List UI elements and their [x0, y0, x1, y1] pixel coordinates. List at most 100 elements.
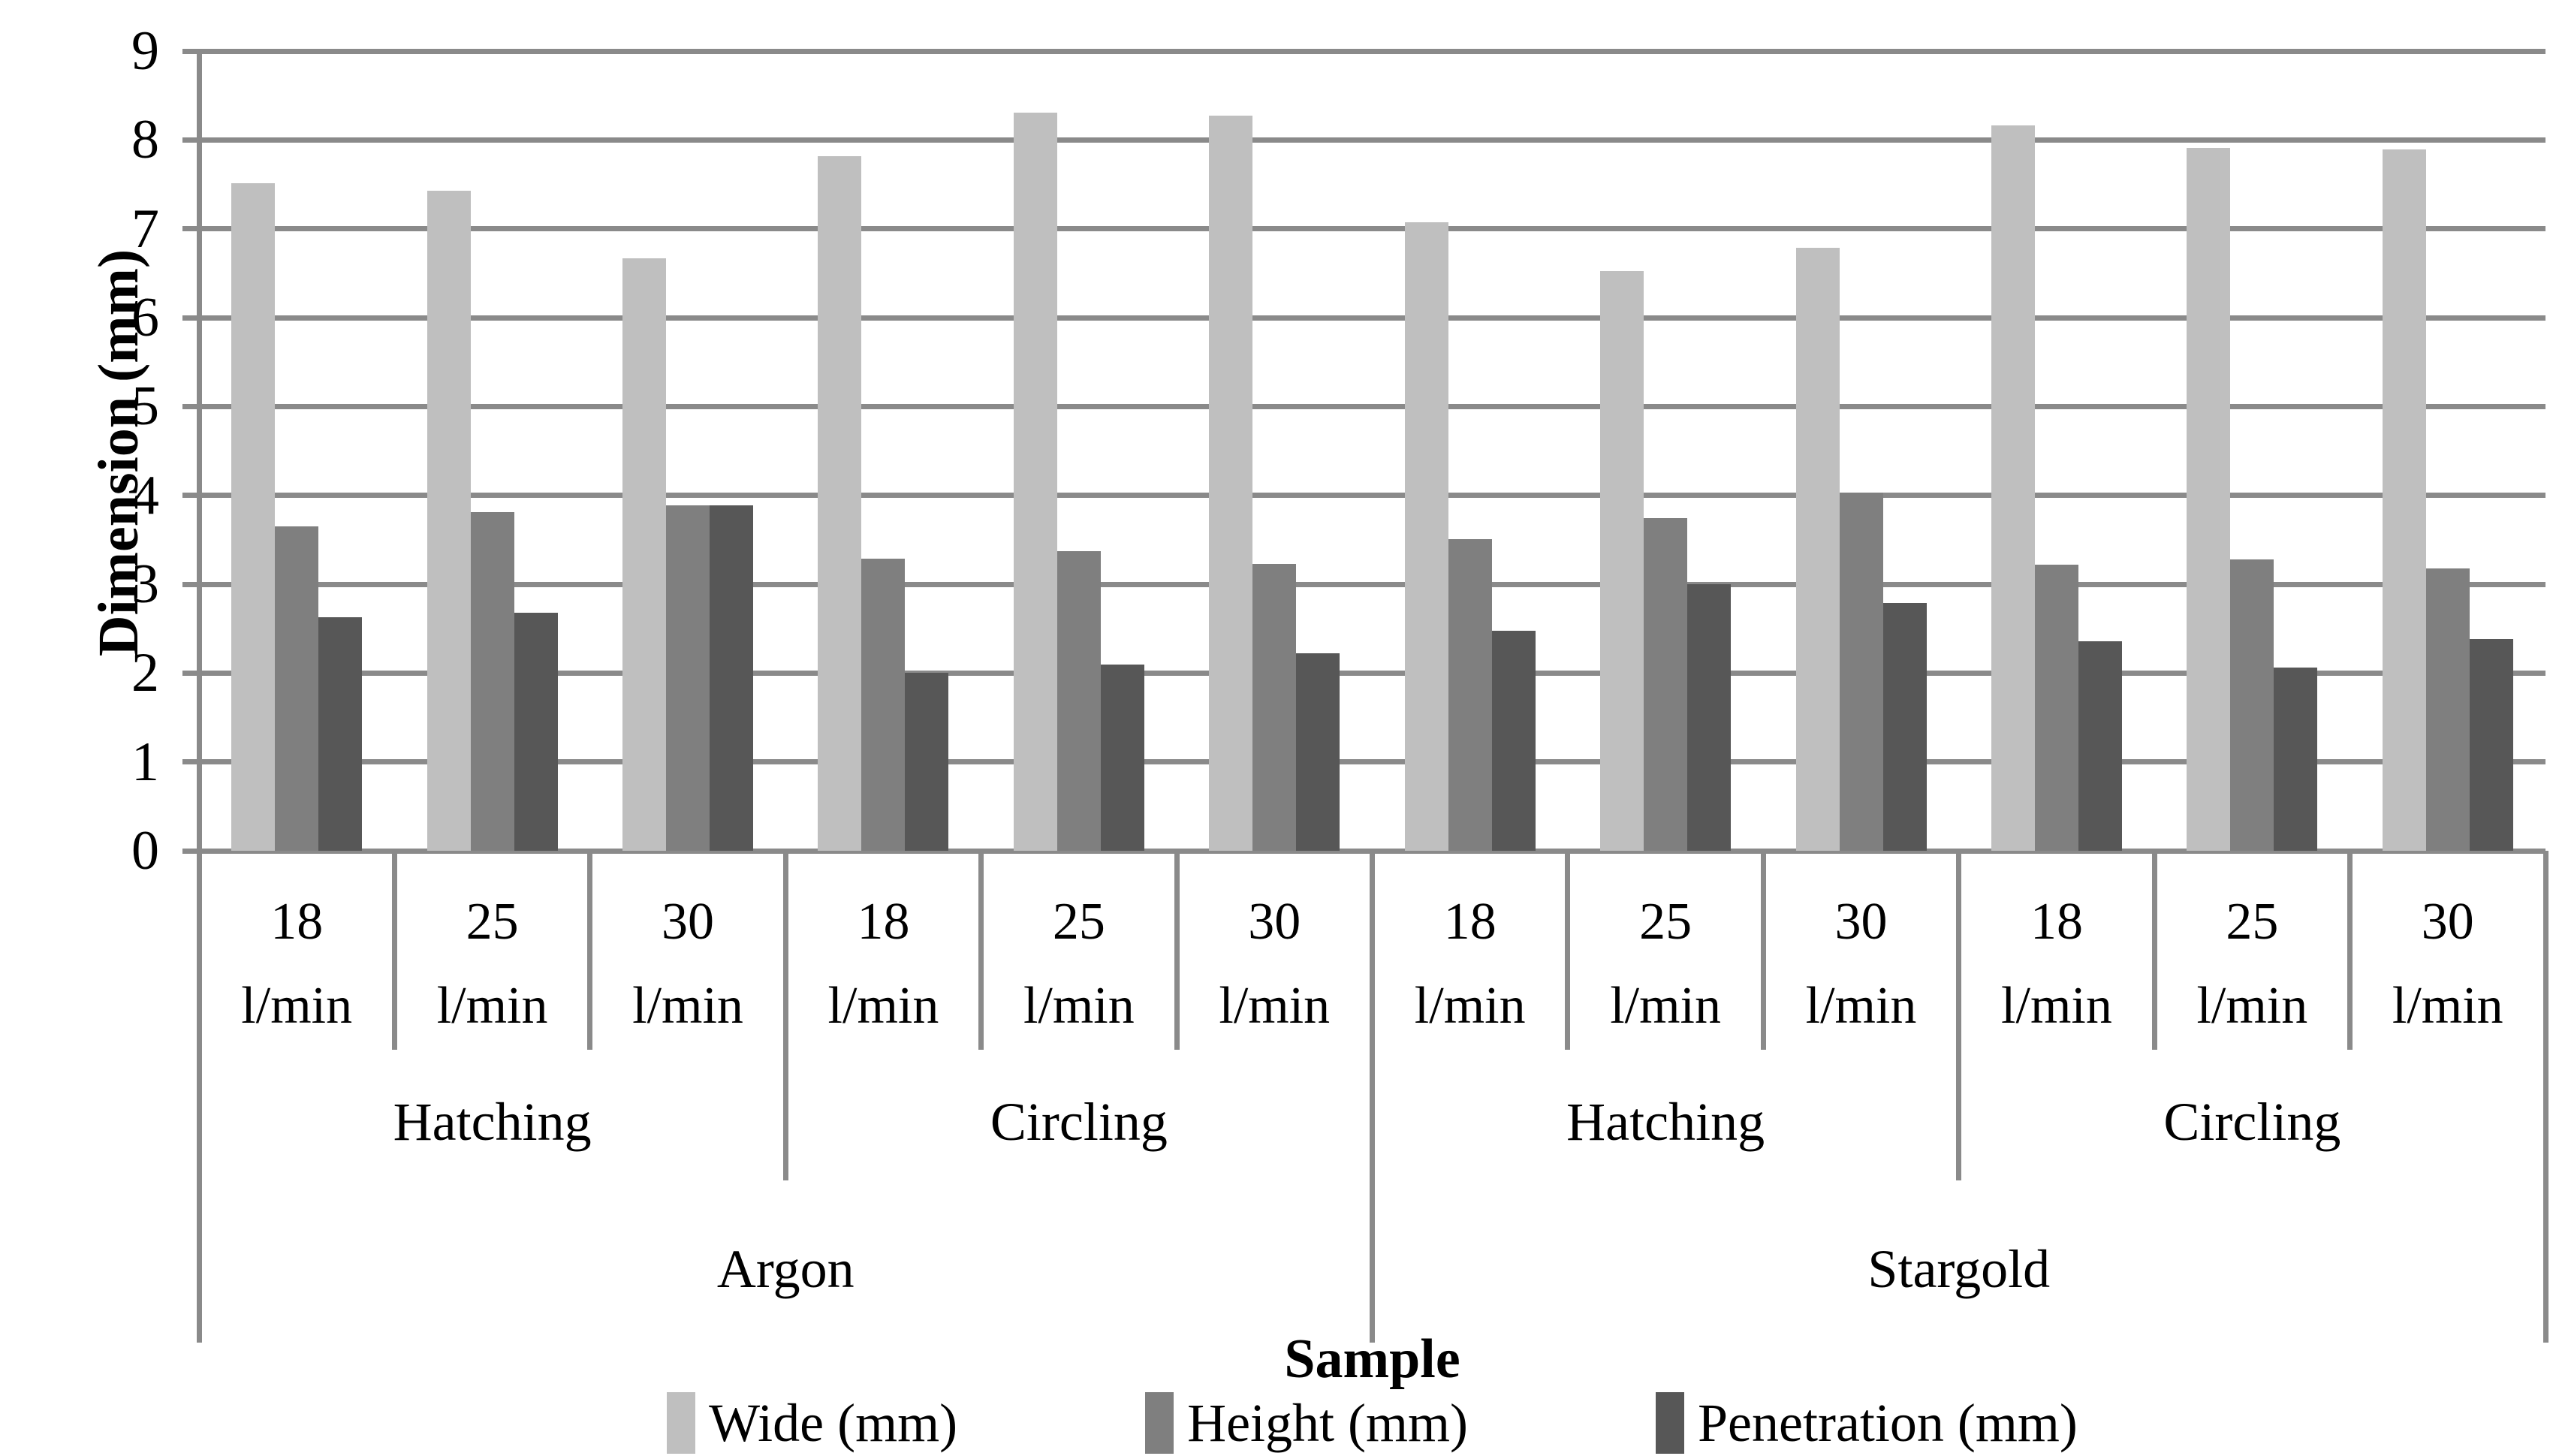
bar-height: [1448, 538, 1492, 851]
bar-height: [470, 512, 514, 851]
legend: Wide (mm) Height (mm) Penetration (mm): [199, 1389, 2545, 1456]
gridline: [182, 670, 2545, 676]
bar-wide: [2382, 149, 2426, 851]
flow-rate-label: 25: [466, 893, 519, 951]
flow-unit-label: l/min: [632, 977, 743, 1035]
y-tick-label: 8: [131, 109, 159, 171]
gridline: [182, 403, 2545, 409]
flow-unit-label: l/min: [827, 977, 939, 1035]
bar-penetration: [1491, 630, 1536, 851]
category-separator: [196, 851, 202, 1343]
bar-penetration: [514, 612, 558, 851]
gas-group-label: Argon: [716, 1239, 855, 1299]
gas-group-label: Stargold: [1867, 1239, 2051, 1299]
flow-unit-label: l/min: [241, 977, 353, 1035]
bar-height: [666, 505, 710, 851]
flow-unit-label: l/min: [2001, 977, 2112, 1035]
y-tick-label: 2: [131, 642, 159, 704]
bar-penetration: [2469, 639, 2513, 851]
y-tick-label: 3: [131, 553, 159, 615]
category-separator: [1565, 851, 1571, 1050]
flow-rate-label: 30: [1834, 893, 1888, 951]
category-separator: [587, 851, 593, 1050]
bar-penetration: [1296, 653, 1340, 851]
bar-wide: [2187, 147, 2231, 851]
method-group-label: Hatching: [1566, 1092, 1765, 1152]
bar-wide: [1404, 222, 1448, 851]
category-separator: [782, 851, 788, 1180]
category-separator: [2151, 851, 2157, 1050]
flow-unit-label: l/min: [436, 977, 548, 1035]
bar-wide: [818, 155, 862, 851]
legend-label: Height (mm): [1187, 1392, 1469, 1453]
gridline: [182, 493, 2545, 499]
y-tick-label: 7: [131, 197, 159, 260]
bar-penetration: [1687, 584, 1732, 851]
bar-penetration: [2274, 668, 2318, 851]
bar-height: [1644, 518, 1688, 851]
legend-swatch-wide: [667, 1391, 696, 1454]
y-tick-label: 4: [131, 464, 159, 526]
y-tick-label: 1: [131, 731, 159, 793]
bar-penetration: [710, 505, 754, 851]
bar-penetration: [318, 616, 363, 851]
flow-rate-label: 30: [662, 893, 715, 951]
bar-height: [2230, 559, 2274, 851]
category-separator: [2542, 851, 2548, 1343]
legend-swatch-height: [1145, 1391, 1174, 1454]
legend-label: Penetration (mm): [1698, 1392, 2078, 1453]
bar-wide: [1795, 247, 1840, 851]
bar-height: [861, 558, 906, 851]
category-separator: [1174, 851, 1180, 1050]
x-axis-baseline: [182, 848, 2545, 854]
method-group-label: Circling: [2163, 1092, 2341, 1152]
flow-unit-label: l/min: [1023, 977, 1135, 1035]
gridline: [182, 48, 2545, 54]
bar-penetration: [1882, 602, 1927, 851]
flow-rate-label: 18: [857, 893, 910, 951]
bar-height: [2425, 568, 2470, 851]
flow-unit-label: l/min: [1805, 977, 1917, 1035]
bar-wide: [622, 258, 667, 851]
bar-wide: [427, 190, 471, 851]
bar-wide: [231, 183, 276, 851]
flow-rate-label: 25: [2226, 893, 2279, 951]
legend-item-penetration: Penetration (mm): [1656, 1391, 2078, 1454]
bar-wide: [1013, 112, 1057, 851]
flow-unit-label: l/min: [2392, 977, 2503, 1035]
y-tick-label: 0: [131, 820, 159, 882]
gridline: [182, 315, 2545, 321]
bar-wide: [1600, 271, 1644, 851]
y-tick-label: 5: [131, 375, 159, 438]
bar-wide: [1991, 125, 2035, 851]
bar-height: [2034, 564, 2078, 851]
flow-rate-label: 25: [1639, 893, 1692, 951]
legend-swatch-penetration: [1656, 1391, 1685, 1454]
category-separator: [1370, 851, 1375, 1343]
bar-height: [1056, 551, 1101, 851]
flow-rate-label: 25: [1052, 893, 1105, 951]
y-tick-label: 9: [131, 20, 159, 82]
category-separator: [2347, 851, 2353, 1050]
method-group-label: Circling: [990, 1092, 1168, 1152]
flow-rate-label: 30: [2421, 893, 2474, 951]
bar-penetration: [2078, 641, 2122, 851]
gridline: [182, 226, 2545, 232]
bar-wide: [1209, 116, 1253, 851]
gridline: [182, 137, 2545, 143]
gridline: [182, 759, 2545, 765]
category-separator: [978, 851, 984, 1050]
flow-rate-label: 18: [270, 893, 324, 951]
flow-rate-label: 18: [1443, 893, 1497, 951]
bar-height: [1839, 493, 1883, 851]
y-axis-line: [196, 48, 202, 854]
flow-unit-label: l/min: [1414, 977, 1526, 1035]
category-separator: [1956, 851, 1962, 1180]
bar-height: [275, 526, 319, 851]
legend-label: Wide (mm): [709, 1392, 958, 1453]
legend-item-height: Height (mm): [1145, 1391, 1469, 1454]
flow-unit-label: l/min: [2196, 977, 2308, 1035]
flow-unit-label: l/min: [1219, 977, 1331, 1035]
